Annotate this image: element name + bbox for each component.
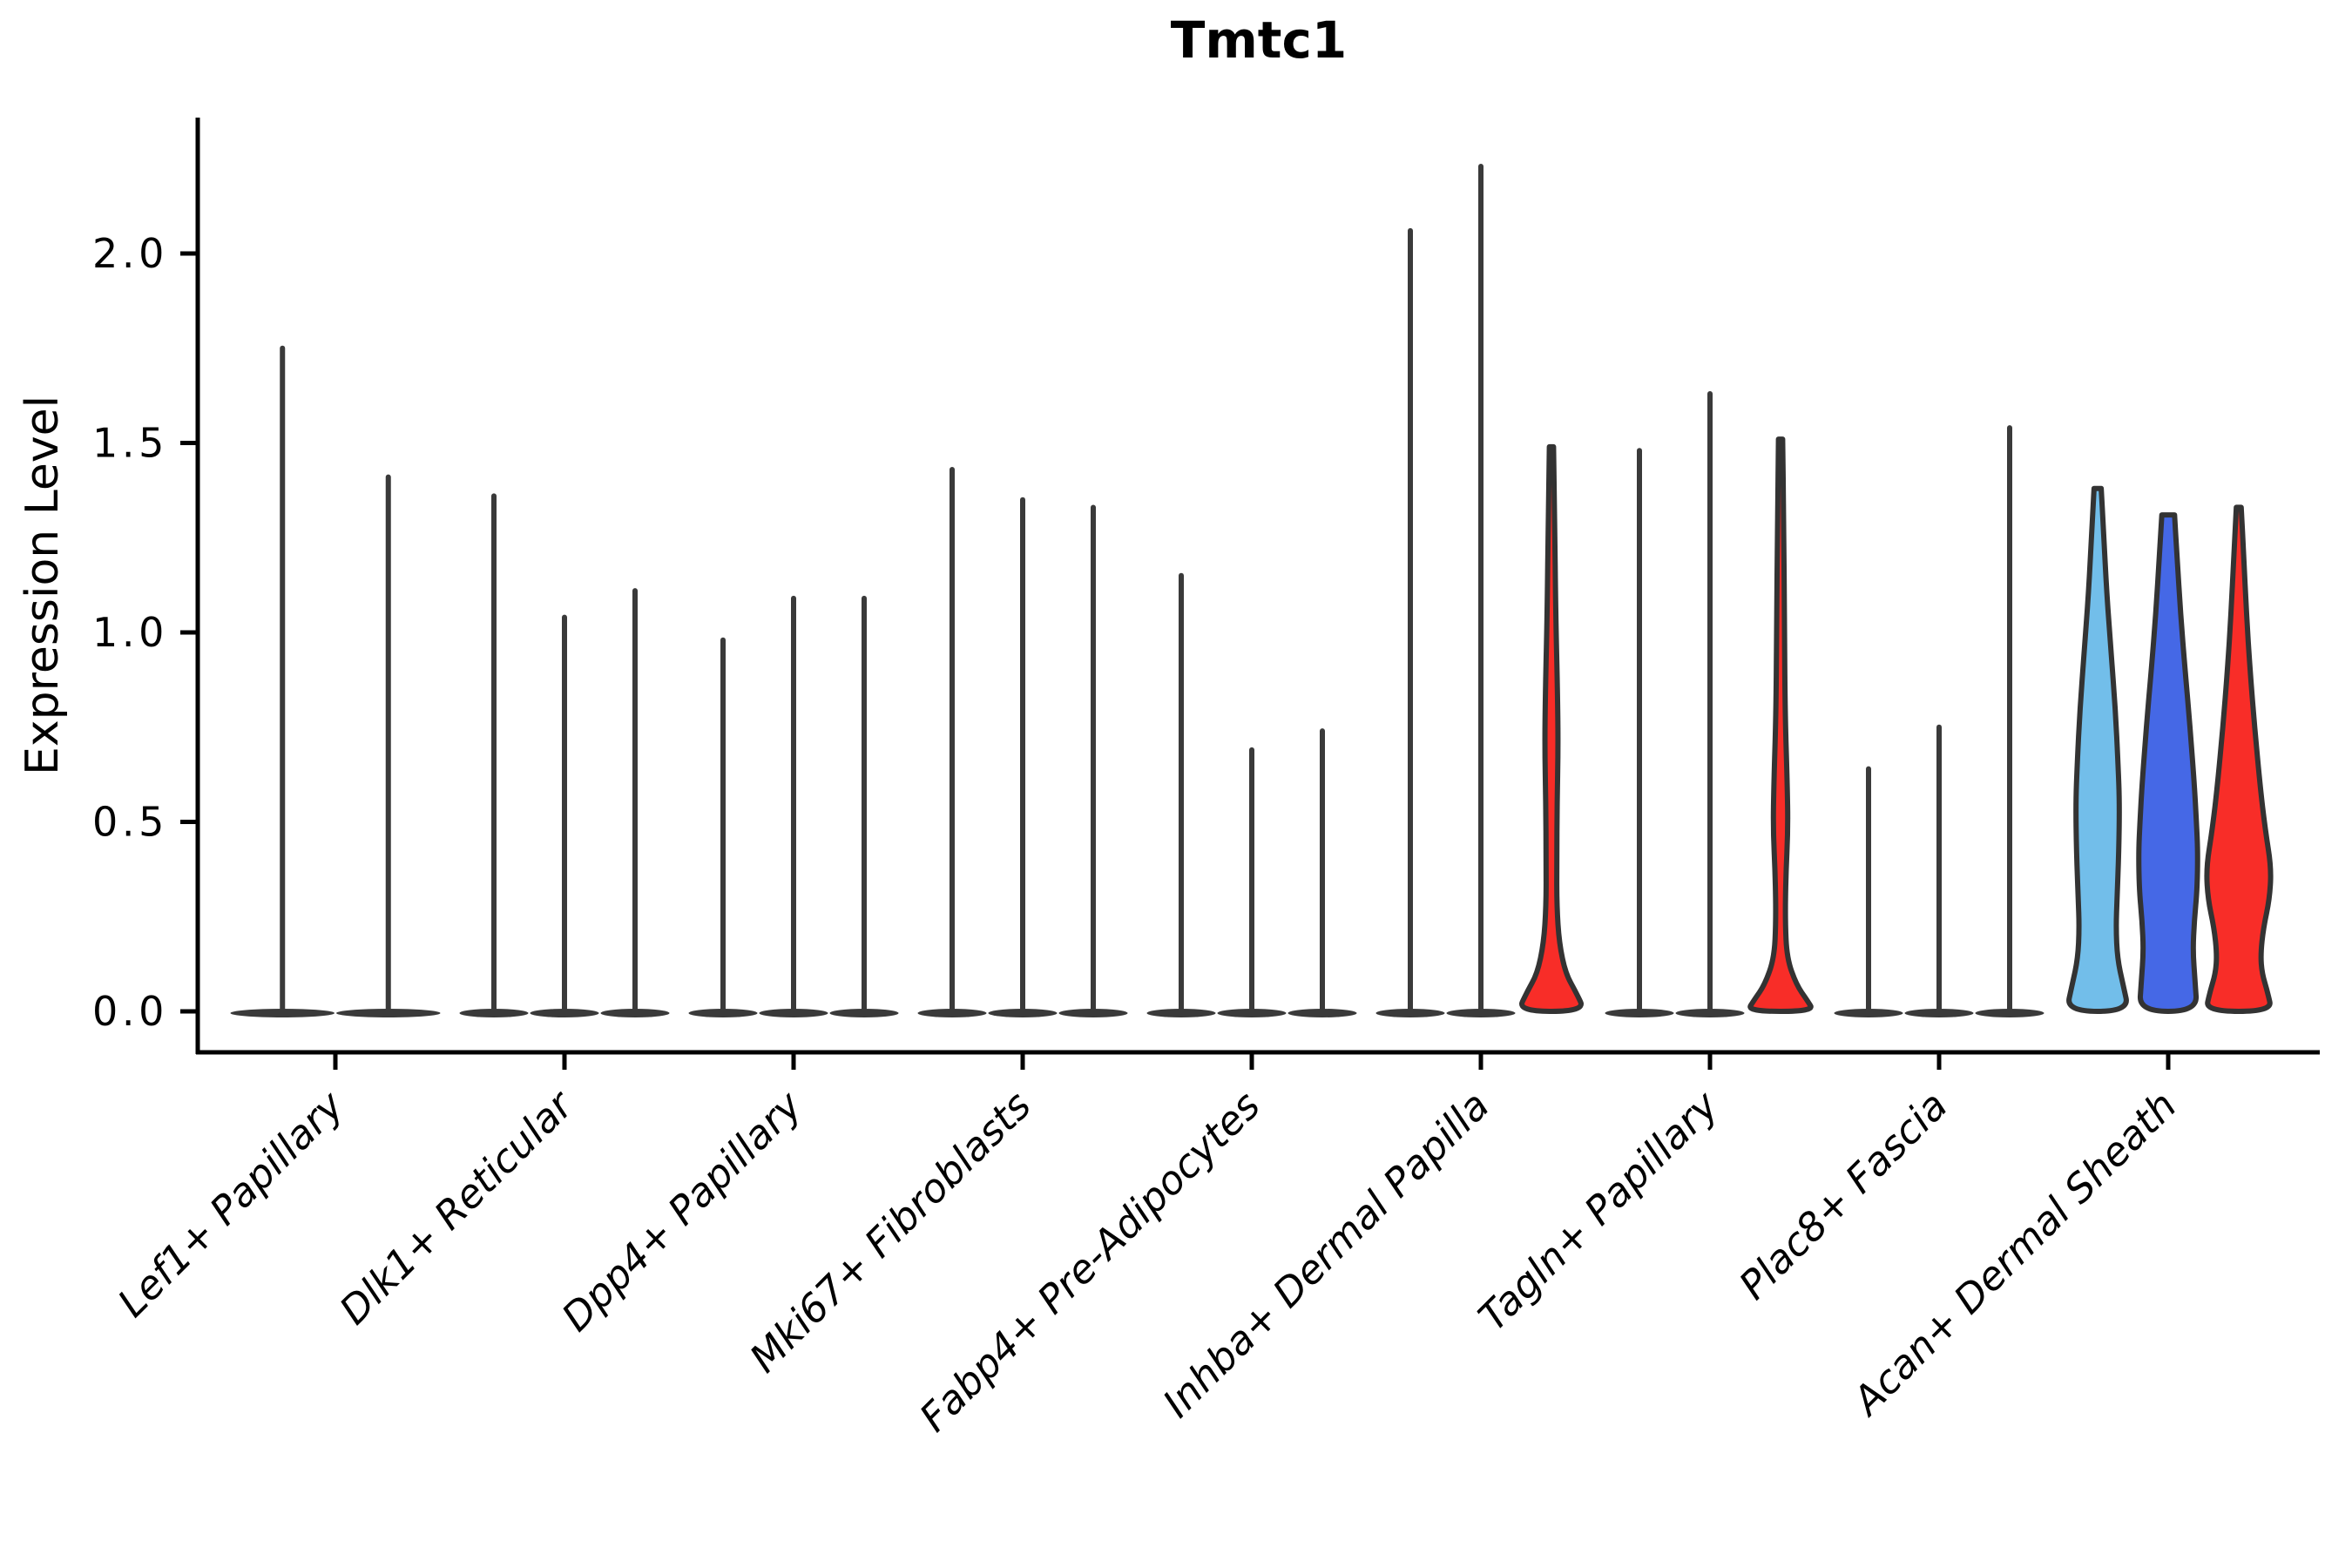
y-tick-label: 1.0 [92,609,168,656]
violin-shape [2066,485,2129,1014]
chart-title: Tmtc1 [1171,10,1347,70]
violin-shape [2204,504,2274,1014]
violin-shape [2136,512,2200,1014]
y-tick-label: 1.5 [92,420,168,467]
y-axis-label: Expression Level [17,395,69,775]
x-tick-label: Plac8+ Fascia [1730,1082,1957,1308]
violin-shape [1747,436,1814,1014]
x-tick-label: Tagln+ Papillary [1470,1081,1728,1340]
y-tick-label: 2.0 [92,230,168,277]
x-tick-label: Dpp4+ Papillary [553,1081,812,1340]
x-tick-label: Lef1+ Papillary [109,1081,354,1326]
y-tick-label: 0.5 [92,799,168,846]
y-tick-label: 0.0 [92,988,168,1035]
violin-shape [1519,443,1584,1014]
x-tick-label: Dlk1+ Reticular [330,1081,583,1334]
